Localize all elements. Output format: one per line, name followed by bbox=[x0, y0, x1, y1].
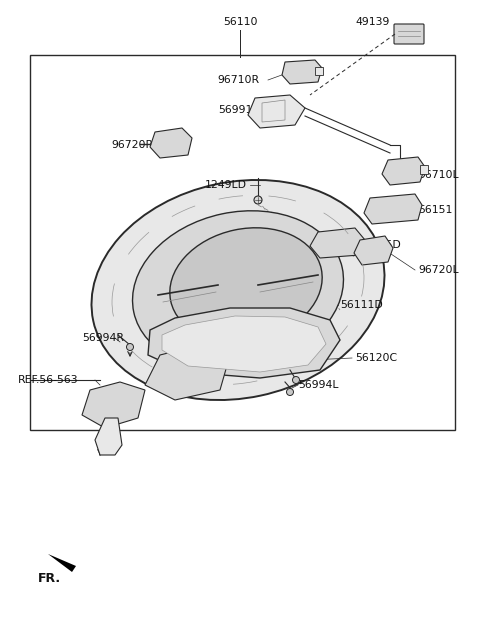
Bar bbox=[30, 55, 455, 430]
Ellipse shape bbox=[132, 211, 344, 370]
Text: 1249LD: 1249LD bbox=[205, 180, 247, 190]
Text: FR.: FR. bbox=[38, 572, 61, 585]
Text: 96710R: 96710R bbox=[218, 75, 260, 85]
Circle shape bbox=[127, 343, 133, 350]
Polygon shape bbox=[148, 308, 340, 378]
Polygon shape bbox=[354, 236, 393, 265]
Polygon shape bbox=[145, 345, 230, 400]
Polygon shape bbox=[82, 382, 145, 428]
Polygon shape bbox=[95, 418, 122, 455]
Polygon shape bbox=[248, 95, 305, 128]
Text: 56151: 56151 bbox=[418, 205, 452, 215]
Polygon shape bbox=[282, 60, 322, 84]
Text: 56111D: 56111D bbox=[340, 300, 383, 310]
Bar bbox=[315, 67, 323, 75]
Polygon shape bbox=[48, 554, 76, 572]
Text: 56994L: 56994L bbox=[298, 380, 338, 390]
FancyBboxPatch shape bbox=[394, 24, 424, 44]
Circle shape bbox=[254, 196, 262, 204]
Polygon shape bbox=[310, 228, 365, 258]
Bar bbox=[420, 165, 428, 174]
Text: 96720L: 96720L bbox=[418, 265, 458, 275]
Circle shape bbox=[287, 389, 293, 396]
Polygon shape bbox=[382, 157, 425, 185]
Text: 56991C: 56991C bbox=[218, 105, 260, 115]
Text: 96710L: 96710L bbox=[418, 170, 458, 180]
Text: 56994R: 56994R bbox=[82, 333, 124, 343]
Text: REF.56-563: REF.56-563 bbox=[18, 375, 79, 385]
Text: 56110: 56110 bbox=[223, 17, 257, 27]
Polygon shape bbox=[162, 316, 326, 372]
Ellipse shape bbox=[170, 228, 322, 342]
Text: 96720R: 96720R bbox=[111, 140, 153, 150]
Text: 56155D: 56155D bbox=[358, 240, 401, 250]
Circle shape bbox=[292, 376, 300, 384]
Polygon shape bbox=[364, 194, 422, 224]
Ellipse shape bbox=[92, 180, 384, 400]
Text: 56120C: 56120C bbox=[355, 353, 397, 363]
Polygon shape bbox=[150, 128, 192, 158]
Text: 49139: 49139 bbox=[356, 17, 390, 27]
